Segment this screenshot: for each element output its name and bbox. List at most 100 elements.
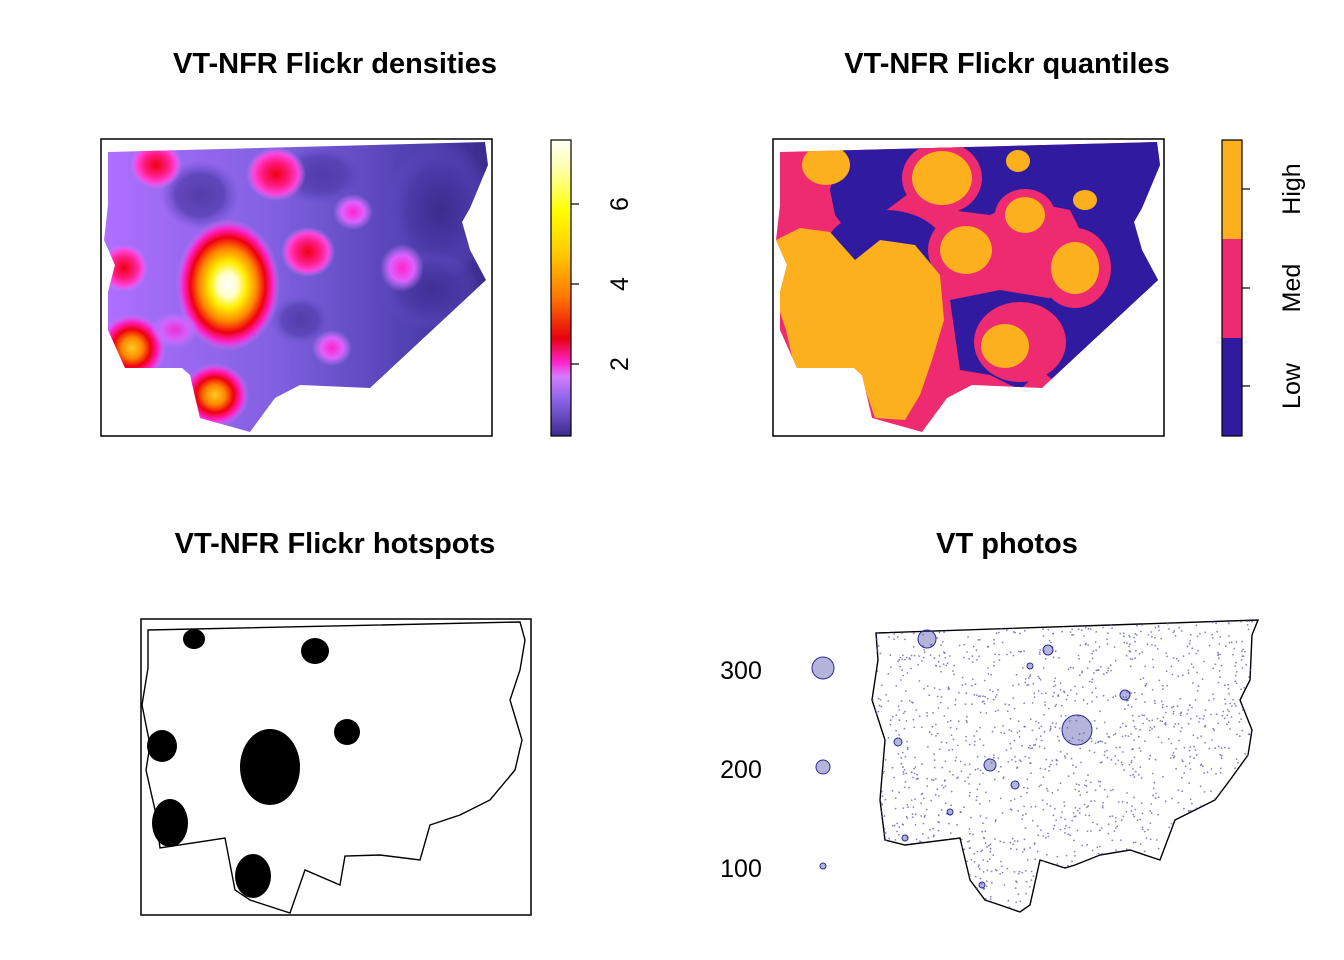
photo-point [993, 754, 995, 756]
quantile-high-zone [1051, 242, 1099, 294]
photo-point [952, 670, 954, 672]
photo-point [982, 871, 985, 873]
photo-point [984, 897, 987, 900]
photo-point [902, 674, 905, 677]
photo-point [984, 830, 987, 833]
photo-point [887, 700, 890, 702]
photo-point [1114, 763, 1117, 765]
photo-point [1107, 823, 1110, 826]
photo-point [895, 685, 898, 687]
photo-point [992, 698, 995, 701]
photo-point [1043, 730, 1046, 733]
photo-point [1119, 632, 1122, 635]
photo-point [963, 848, 966, 851]
photo-point [1125, 691, 1128, 693]
photo-point [1150, 635, 1153, 638]
photo-point [914, 813, 917, 816]
photo-point [1187, 669, 1190, 672]
photo-point [1127, 699, 1129, 702]
photo-point [947, 686, 950, 689]
photo-point [1246, 754, 1249, 756]
photo-point [1130, 810, 1133, 812]
photo-point [1137, 735, 1140, 738]
photo-point [1019, 632, 1021, 635]
photo-point [974, 768, 977, 771]
photo-point [1174, 634, 1177, 637]
photo-point [900, 632, 903, 634]
photo-point [961, 845, 964, 848]
photo-point [1085, 785, 1088, 787]
photo-point [1093, 800, 1096, 802]
photo-cluster [1061, 714, 1093, 746]
photo-point [1233, 647, 1236, 650]
photo-point [1173, 725, 1175, 728]
photo-point [1220, 757, 1223, 760]
photo-point [1141, 651, 1144, 654]
photo-point [1054, 650, 1057, 653]
photo-point [1114, 695, 1117, 697]
photo-point [1162, 684, 1164, 687]
photo-point [1034, 858, 1037, 861]
photo-point [1197, 649, 1199, 652]
photo-point [1189, 640, 1191, 642]
photo-point [1015, 901, 1018, 904]
photo-point [938, 631, 941, 634]
photo-point [990, 870, 993, 873]
photo-point [934, 793, 937, 796]
photo-point [945, 741, 948, 744]
photo-point [944, 760, 947, 763]
photo-point [1120, 839, 1122, 841]
photo-point [1190, 663, 1193, 665]
photo-point [888, 636, 890, 638]
photo-point [905, 815, 908, 818]
photo-point [926, 715, 928, 717]
photo-point [1224, 645, 1227, 648]
photo-point [1152, 794, 1154, 797]
photo-point [1228, 692, 1230, 695]
photo-point [1107, 632, 1109, 635]
photo-point [1053, 824, 1056, 827]
photo-point [1074, 685, 1076, 688]
photo-point [1174, 723, 1177, 725]
photo-point [950, 832, 952, 834]
photo-point [994, 710, 997, 713]
photo-point [1088, 680, 1091, 683]
photo-point [1132, 813, 1135, 816]
photo-point [1044, 701, 1046, 703]
photo-point [1018, 730, 1021, 732]
colorbar-tick-label: 2 [606, 357, 634, 371]
photo-point [1067, 864, 1069, 867]
photo-point [980, 850, 982, 853]
photo-point [1016, 840, 1019, 843]
density-peak [333, 194, 373, 230]
photo-point [1077, 739, 1080, 741]
photo-point [902, 766, 904, 769]
photo-point [1217, 722, 1220, 725]
photo-point [1165, 705, 1168, 708]
photo-point [954, 759, 957, 762]
photo-point [913, 767, 915, 770]
photo-point [1119, 726, 1122, 729]
photo-point [1130, 733, 1132, 735]
photo-point [1053, 691, 1056, 694]
photo-point [1107, 735, 1110, 738]
photo-point [1189, 746, 1192, 748]
photo-point [1182, 655, 1185, 658]
photo-point [1179, 714, 1182, 717]
photo-point [1153, 699, 1156, 702]
photo-point [1071, 634, 1073, 636]
photo-point [944, 657, 947, 659]
hotspot [240, 729, 300, 805]
photo-point [998, 659, 1001, 662]
photo-point [940, 696, 943, 698]
photo-point [1017, 683, 1020, 686]
photo-point [891, 789, 894, 792]
photo-point [1125, 696, 1127, 699]
legend-bubble-200 [815, 759, 831, 775]
photo-point [1098, 646, 1101, 648]
photo-point [1016, 731, 1019, 734]
photo-point [979, 738, 981, 740]
photo-point [941, 641, 944, 643]
photo-point [1072, 772, 1075, 775]
photo-point [1112, 696, 1115, 699]
